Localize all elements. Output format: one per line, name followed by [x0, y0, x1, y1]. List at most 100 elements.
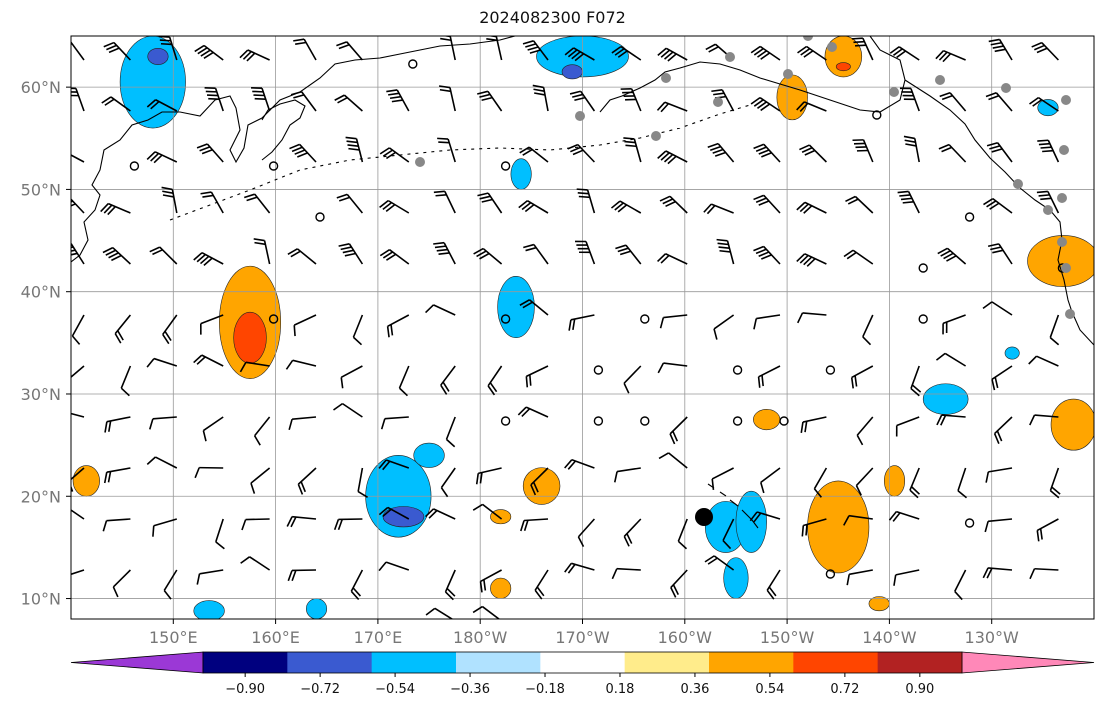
wind-barb-feather — [294, 149, 306, 155]
wind-barb-feather — [855, 485, 862, 496]
wind-barb-feather — [904, 139, 916, 143]
wind-barb — [443, 242, 456, 265]
wind-barb — [263, 240, 271, 265]
map-title: 2024082300 F072 — [479, 8, 626, 27]
shaded-region — [497, 276, 535, 339]
coast-kamchatka — [261, 99, 306, 161]
station-marker — [1057, 193, 1067, 203]
wind-barb-feather — [893, 574, 897, 586]
wind-barb — [152, 416, 177, 420]
wind-barb-feather — [297, 152, 308, 158]
station-marker — [889, 87, 899, 97]
wind-barb-feather — [425, 304, 434, 314]
wind-barb-feather — [800, 48, 811, 56]
wind-barb — [1047, 191, 1060, 214]
wind-barb-feather — [799, 203, 809, 213]
wind-barb-feather — [704, 555, 715, 563]
wind-barb-feather — [719, 249, 731, 253]
wind-barb-feather — [985, 471, 990, 483]
colorbar-extend-low — [70, 651, 204, 674]
wind-barb — [247, 49, 270, 61]
wind-barb — [663, 362, 688, 367]
wind-barb — [862, 37, 874, 61]
wind-barb — [756, 511, 781, 520]
wind-barb-feather — [521, 408, 531, 418]
station-marker — [1061, 263, 1071, 273]
shaded-region — [753, 409, 781, 431]
wind-barb-feather — [71, 42, 73, 45]
wind-barb-feather — [519, 146, 530, 154]
wind-barb-feather — [935, 352, 946, 361]
wind-barb-feather — [486, 37, 498, 42]
shaded-region — [723, 557, 749, 599]
wind-barb-feather — [101, 96, 112, 104]
wind-barb — [301, 91, 317, 112]
wind-barb-feather — [1042, 149, 1054, 153]
wind-barb-feather — [289, 143, 300, 150]
wind-barb — [346, 41, 364, 61]
wind-barb-feather — [338, 43, 350, 50]
wind-barb-feather — [805, 524, 808, 536]
wind-barb-feather — [941, 94, 953, 101]
wind-barb — [669, 195, 688, 214]
wind-barb-feather — [1049, 490, 1060, 499]
wind-barb-feather — [843, 515, 850, 526]
wind-barb — [942, 314, 966, 325]
wind-barb-feather — [991, 148, 1003, 153]
wind-barb-feather — [103, 204, 113, 214]
wind-barb-feather — [1038, 194, 1050, 197]
wind-barb — [849, 569, 873, 576]
wind-barb-feather — [196, 356, 206, 365]
wind-barb-feather — [799, 102, 809, 112]
wind-barb-feather — [567, 563, 576, 574]
wind-barb-feather — [1029, 414, 1036, 426]
longitude-label: 160°W — [658, 628, 713, 647]
wind-barb — [988, 467, 1013, 473]
wind-barb — [802, 416, 827, 423]
wind-barb — [710, 621, 734, 623]
wind-barb-feather — [253, 238, 265, 242]
wind-barb-feather — [285, 359, 294, 370]
wind-barb — [155, 99, 178, 112]
wind-barb-feather — [382, 201, 393, 211]
wind-barb-feather — [104, 421, 108, 433]
wind-barb-feather — [656, 101, 666, 111]
longitude-label: 150°E — [149, 628, 198, 647]
wind-barb-feather — [990, 246, 1002, 251]
wind-barb-feather — [657, 47, 667, 56]
wind-barb — [526, 200, 549, 214]
wind-barb-feather — [239, 49, 249, 59]
wind-barb — [573, 47, 595, 61]
wind-barb-feather — [1036, 190, 1048, 194]
wind-barb-feather — [240, 556, 251, 564]
wind-barb-feather — [519, 299, 530, 306]
wind-barb-feather — [479, 472, 483, 484]
wind-barb — [525, 406, 549, 418]
wind-barb — [444, 569, 456, 593]
wind-barb — [1034, 567, 1059, 571]
colorbar-bin — [877, 652, 963, 673]
colorbar-bin — [793, 652, 879, 673]
colorbar-label: −0.36 — [450, 682, 490, 697]
wind-barb-feather — [203, 257, 213, 266]
wind-barb-feather — [910, 486, 921, 495]
wind-barb-feather — [992, 249, 1004, 254]
wind-barb-feather — [623, 536, 630, 547]
wind-barb — [862, 314, 874, 338]
colorbar-bin — [456, 652, 541, 673]
calm-marker — [825, 365, 836, 375]
wind-barb-feather — [571, 51, 581, 60]
wind-barb — [106, 518, 131, 522]
wind-barb — [75, 88, 85, 112]
wind-barb — [668, 452, 688, 469]
wind-barb-feather — [71, 242, 72, 245]
wind-barb-feather — [348, 147, 360, 151]
calm-marker — [964, 518, 975, 528]
wind-barb-feather — [757, 101, 767, 109]
shaded-region — [807, 480, 870, 574]
wind-barb — [949, 92, 967, 112]
wind-barb — [543, 621, 548, 644]
calm-marker — [872, 110, 882, 120]
wind-barb-feather — [766, 589, 775, 600]
wind-barb-feather — [937, 247, 948, 255]
